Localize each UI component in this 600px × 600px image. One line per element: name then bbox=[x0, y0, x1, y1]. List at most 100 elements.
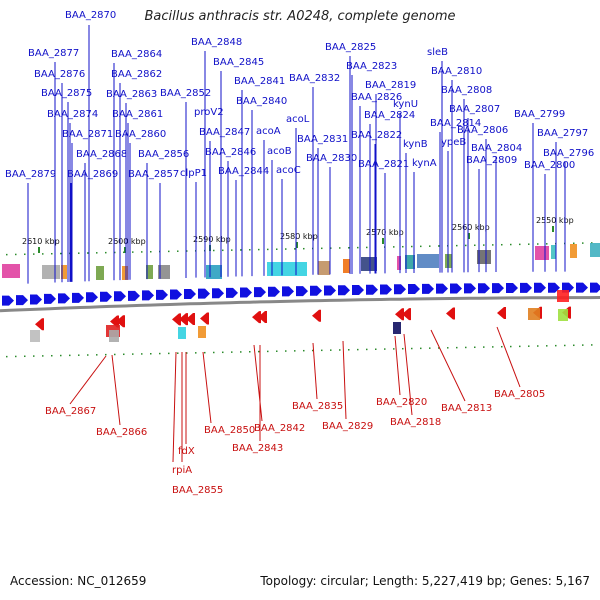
forward-gene-label: ypeB bbox=[441, 137, 466, 148]
feature-block bbox=[146, 265, 153, 279]
forward-gene-label: BAA_2874 bbox=[47, 109, 98, 120]
forward-gene-label: BAA_2848 bbox=[191, 37, 242, 48]
reverse-gene-arrow bbox=[252, 311, 261, 324]
forward-gene-label: BAA_2823 bbox=[346, 61, 397, 72]
forward-gene-arrow bbox=[254, 287, 266, 298]
feature-block bbox=[318, 261, 330, 275]
feature-block bbox=[198, 326, 206, 338]
forward-gene-arrow bbox=[324, 285, 336, 296]
feature-block bbox=[590, 243, 600, 257]
reverse-gene-label: BAA_2805 bbox=[494, 389, 545, 400]
forward-gene-label: BAA_2824 bbox=[364, 110, 415, 121]
feature-block bbox=[551, 245, 556, 259]
forward-gene-arrow bbox=[380, 284, 392, 295]
forward-gene-label: BAA_2841 bbox=[234, 76, 285, 87]
reverse-gene-label: fdX bbox=[178, 446, 195, 457]
tick-dot bbox=[546, 243, 548, 245]
forward-gene-label: BAA_2830 bbox=[306, 153, 357, 164]
forward-gene-label: BAA_2846 bbox=[205, 147, 256, 158]
tick-dot bbox=[402, 347, 404, 350]
tick-dot bbox=[150, 251, 152, 253]
forward-gene-label: BAA_2796 bbox=[543, 148, 594, 159]
tick-dot bbox=[159, 352, 161, 355]
feature-block bbox=[267, 262, 307, 276]
forward-gene-arrow bbox=[394, 284, 406, 295]
tick-dot bbox=[348, 349, 350, 351]
tick-dot bbox=[456, 244, 458, 247]
reverse-gene-arrow bbox=[116, 315, 125, 328]
tick-dot bbox=[519, 243, 521, 246]
feature-block bbox=[158, 265, 170, 279]
tick-dot bbox=[303, 247, 305, 250]
forward-gene-label: BAA_2821 bbox=[358, 159, 409, 170]
tick-dot bbox=[411, 245, 413, 248]
scale-label: 2610 kbp bbox=[22, 237, 60, 246]
forward-gene-label: BAA_2810 bbox=[431, 66, 482, 77]
forward-gene-label: BAA_2879 bbox=[5, 169, 56, 180]
feature-block bbox=[397, 256, 401, 270]
tick-dot bbox=[537, 243, 539, 245]
tick-dot bbox=[231, 351, 233, 353]
tick-dot bbox=[339, 349, 341, 351]
forward-gene-label: BAA_2814 bbox=[430, 118, 481, 129]
tick-dot bbox=[393, 246, 395, 248]
tick-dot bbox=[60, 252, 62, 255]
reverse-label-leader bbox=[342, 340, 347, 420]
tick-dot bbox=[528, 345, 530, 347]
forward-gene-arrow bbox=[436, 283, 448, 294]
forward-gene-label: BAA_2822 bbox=[351, 130, 402, 141]
feature-block bbox=[178, 327, 186, 339]
feature-block bbox=[405, 255, 415, 269]
tick-dot bbox=[249, 249, 251, 251]
feature-block bbox=[570, 244, 577, 258]
reverse-gene-label: BAA_2842 bbox=[254, 423, 305, 434]
forward-gene-arrow bbox=[422, 283, 434, 294]
scale-label: 2560 kbp bbox=[452, 223, 490, 232]
reverse-label-leader bbox=[172, 351, 177, 463]
forward-gene-arrow bbox=[170, 289, 182, 300]
forward-gene-label: sleB bbox=[427, 47, 448, 58]
forward-gene-arrow bbox=[352, 284, 364, 295]
accession-text: Accession: NC_012659 bbox=[10, 574, 147, 588]
tick-dot bbox=[537, 345, 539, 347]
feature-block bbox=[535, 246, 549, 260]
forward-gene-label: BAA_2857 bbox=[128, 169, 179, 180]
tick-dot bbox=[402, 245, 404, 248]
forward-gene-label: BAA_2799 bbox=[514, 109, 565, 120]
forward-gene-label: BAA_2800 bbox=[524, 160, 575, 171]
forward-gene-label: BAA_2819 bbox=[365, 80, 416, 91]
tick-dot bbox=[78, 354, 80, 356]
tick-dot bbox=[366, 246, 368, 249]
tick-dot bbox=[240, 249, 242, 251]
tick-dot bbox=[6, 355, 8, 358]
feature-block bbox=[477, 250, 491, 264]
tick-dot bbox=[222, 351, 224, 354]
feature-block bbox=[2, 264, 20, 278]
forward-gene-label: BAA_2832 bbox=[289, 73, 340, 84]
forward-gene-arrow bbox=[590, 282, 600, 293]
tick-dot bbox=[330, 349, 332, 351]
tick-dot bbox=[123, 353, 125, 356]
tick-dot bbox=[6, 253, 8, 256]
forward-gene-arrow bbox=[86, 292, 98, 303]
forward-gene-label: BAA_2875 bbox=[41, 88, 92, 99]
genome-backbone bbox=[0, 296, 600, 313]
tick-dot bbox=[348, 247, 350, 249]
tick-dot bbox=[492, 346, 494, 348]
tick-dot bbox=[15, 355, 17, 358]
tick-dot bbox=[357, 348, 359, 351]
forward-gene-label: BAA_2876 bbox=[34, 69, 85, 80]
feature-block bbox=[122, 266, 128, 280]
tick-dot bbox=[96, 252, 98, 254]
feature-block bbox=[393, 322, 401, 334]
tick-dot bbox=[501, 345, 503, 348]
reverse-gene-arrow bbox=[312, 309, 321, 322]
forward-gene-arrow bbox=[128, 290, 140, 301]
tick-dot bbox=[393, 348, 395, 350]
tick-dot bbox=[285, 350, 287, 352]
reverse-gene-label: BAA_2818 bbox=[390, 417, 441, 428]
forward-gene-label: BAA_2864 bbox=[111, 49, 162, 60]
forward-gene-label: BAA_2797 bbox=[537, 128, 588, 139]
feature-block bbox=[558, 309, 568, 321]
reverse-gene-arrow bbox=[186, 312, 195, 325]
